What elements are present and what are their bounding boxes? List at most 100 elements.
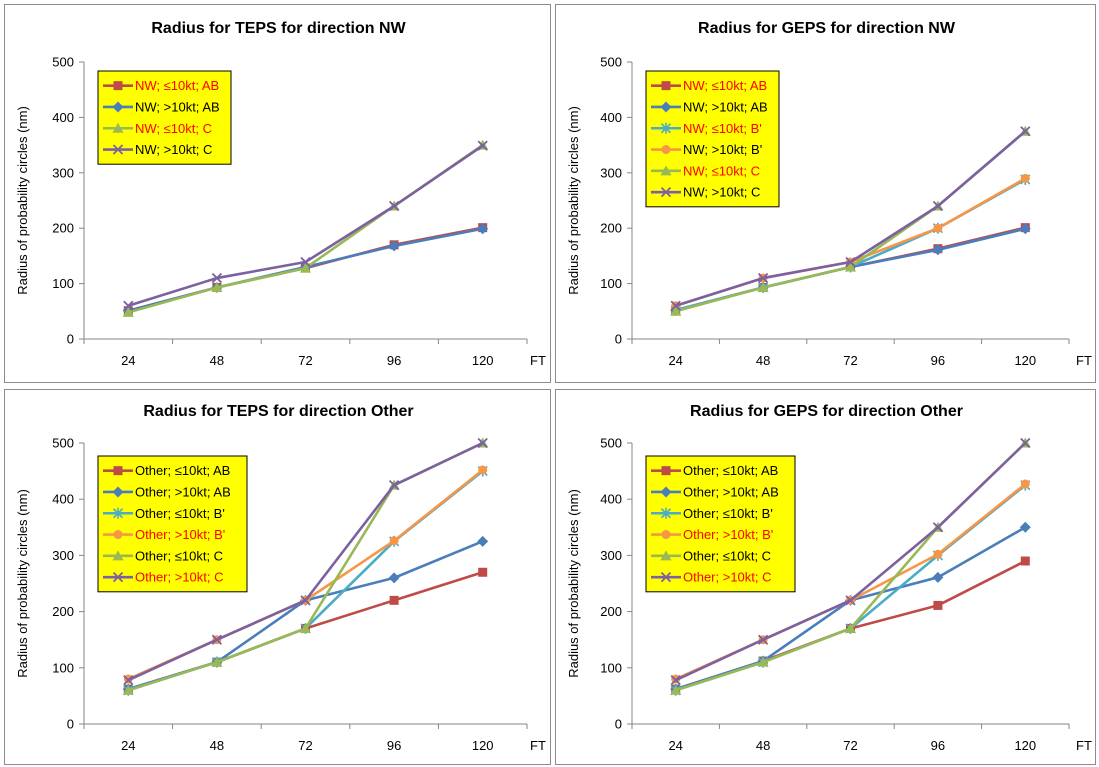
legend-marker — [660, 101, 672, 113]
x-tick-label: 96 — [387, 353, 401, 368]
chart-panel-geps-nw: Radius for GEPS for direction NW Radius o… — [555, 4, 1096, 383]
legend-item: NW; ≤10kt; C — [103, 121, 212, 136]
data-point — [1020, 556, 1030, 566]
y-tick-label: 400 — [52, 492, 74, 507]
legend-label: Other; >10kt; C — [135, 570, 224, 585]
legend: Other; ≤10kt; AB Other; >10kt; AB Other; ≤… — [97, 455, 248, 593]
y-tick-label: 400 — [52, 110, 74, 125]
y-axis-label: Radius of probability circles (nm) — [15, 106, 30, 295]
y-tick-label: 300 — [600, 548, 622, 563]
chart-title: Radius for GEPS for direction Other — [690, 403, 963, 420]
x-tick-label: 72 — [843, 353, 857, 368]
chart-panel-teps-nw: Radius for TEPS for direction NW Radius o… — [4, 4, 551, 383]
data-point — [300, 262, 311, 273]
data-point — [932, 244, 944, 256]
data-point — [300, 256, 311, 268]
legend-marker — [660, 507, 672, 519]
legend: NW; ≤10kt; AB NW; >10kt; AB NW; ≤10kt; C NW… — [97, 70, 232, 165]
data-point — [477, 535, 489, 547]
data-point — [122, 306, 134, 317]
y-tick-label: 500 — [52, 436, 74, 451]
legend-marker — [661, 530, 671, 540]
data-point — [845, 256, 856, 268]
legend-label: NW; >10kt; C — [135, 142, 212, 157]
data-point — [1020, 437, 1031, 449]
y-axis-label: Radius of probability circles (nm) — [566, 106, 581, 295]
x-tick-label: 120 — [472, 353, 494, 368]
data-point — [1020, 479, 1030, 489]
series-nw-gt10kt-c — [123, 140, 488, 311]
x-tick-label: 48 — [756, 738, 770, 753]
legend-label: NW; ≤10kt; B' — [683, 121, 762, 136]
legend-marker — [112, 507, 124, 519]
legend-label: Other; ≤10kt; C — [683, 548, 771, 563]
data-point — [933, 600, 943, 610]
axes — [627, 61, 1070, 344]
data-point — [932, 200, 944, 212]
legend-item: NW; >10kt; B' — [651, 142, 762, 157]
data-point — [388, 240, 400, 252]
legend-item: Other; ≤10kt; B' — [651, 506, 773, 521]
legend-label: NW; ≤10kt; C — [135, 121, 212, 136]
legend-label: Other; ≤10kt; B' — [683, 506, 773, 521]
data-point — [932, 571, 944, 583]
y-tick-label: 0 — [67, 332, 74, 347]
legend-label: Other; >10kt; AB — [135, 484, 231, 499]
data-point — [300, 622, 311, 633]
y-tick-label: 200 — [52, 604, 74, 619]
x-tick-label: 24 — [121, 738, 135, 753]
y-axis-label: Radius of probability circles (nm) — [566, 489, 581, 678]
data-point — [757, 281, 769, 292]
data-point — [389, 595, 399, 605]
axes — [79, 442, 528, 729]
data-point — [670, 675, 681, 686]
data-point — [670, 300, 681, 311]
y-tick-label: 400 — [600, 110, 622, 125]
x-tick-label: 96 — [931, 353, 945, 368]
data-point — [1019, 521, 1031, 533]
legend-label: NW; >10kt; B' — [683, 142, 762, 157]
y-tick-label: 0 — [615, 717, 622, 732]
legend-marker — [661, 81, 671, 91]
legend: NW; ≤10kt; AB NW; >10kt; AB NW; ≤10kt; B' N… — [645, 70, 780, 208]
y-tick-label: 100 — [600, 276, 622, 291]
data-point — [389, 536, 399, 546]
x-tick-label: 48 — [210, 353, 224, 368]
series-line — [127, 144, 484, 314]
legend: Other; ≤10kt; AB Other; >10kt; AB Other; ≤… — [645, 455, 796, 593]
series-line — [127, 144, 484, 308]
legend-label: Other; >10kt; C — [683, 570, 772, 585]
data-point — [211, 634, 223, 645]
y-tick-label: 500 — [600, 436, 622, 451]
line-chart: Radius for TEPS for direction NW Radius o… — [15, 20, 546, 368]
legend-item: NW; >10kt; AB — [651, 99, 768, 114]
legend-item: NW; ≤10kt; B' — [651, 121, 762, 136]
series-other-gt10kt-c — [670, 437, 1031, 686]
legend-marker — [661, 466, 671, 476]
data-point — [477, 140, 488, 151]
legend-label: Other; >10kt; AB — [683, 484, 779, 499]
y-tick-label: 200 — [600, 604, 622, 619]
legend-item: Other; >10kt; B' — [651, 527, 773, 542]
y-tick-label: 200 — [600, 221, 622, 236]
legend-label: Other; ≤10kt; C — [135, 548, 223, 563]
legend-item: NW; >10kt; AB — [103, 99, 220, 114]
legend-item: Other; ≤10kt; C — [103, 548, 223, 563]
data-point — [211, 281, 223, 292]
legend-marker — [113, 466, 123, 476]
legend-label: NW; ≤10kt; AB — [135, 78, 219, 93]
legend-marker — [660, 122, 672, 134]
legend-marker — [112, 122, 124, 133]
data-point — [757, 272, 769, 284]
data-point — [478, 567, 488, 577]
y-tick-label: 500 — [600, 55, 622, 70]
x-tick-label: 24 — [668, 353, 682, 368]
legend-label: NW; ≤10kt; AB — [683, 78, 767, 93]
legend-item: NW; ≤10kt; C — [651, 163, 760, 178]
legend-marker — [660, 550, 672, 561]
x-tick-label: 96 — [931, 738, 945, 753]
data-point — [211, 272, 223, 284]
legend-item: NW; ≤10kt; AB — [651, 78, 767, 93]
legend-marker — [113, 530, 123, 540]
chart-title: Radius for TEPS for direction NW — [151, 20, 406, 37]
